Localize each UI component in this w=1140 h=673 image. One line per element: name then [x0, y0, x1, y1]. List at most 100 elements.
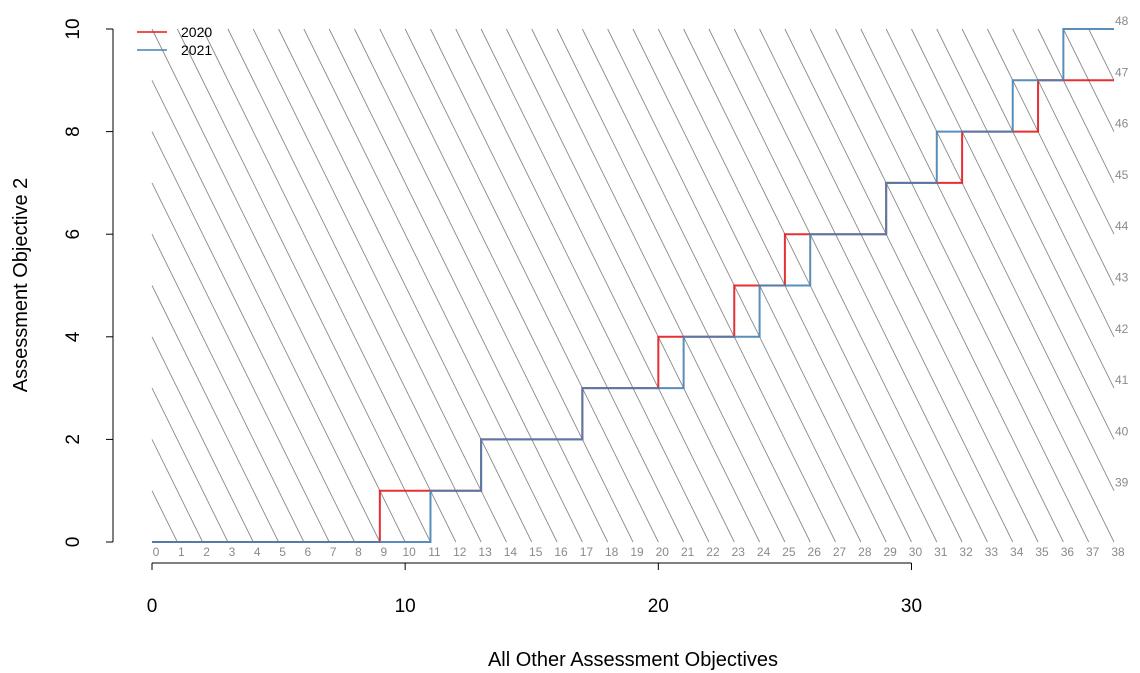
- total-label-bottom: 9: [380, 545, 387, 559]
- contour-line: [987, 28, 1115, 286]
- contour-line: [911, 28, 1115, 440]
- legend-label-2020: 2020: [181, 24, 212, 40]
- contour-line: [151, 28, 406, 543]
- total-label-bottom: 10: [402, 545, 416, 559]
- contour-line: [1012, 28, 1115, 235]
- contour-line: [303, 28, 558, 543]
- contour-line: [278, 28, 533, 543]
- total-label-bottom: 31: [934, 545, 948, 559]
- total-label-bottom: 1: [178, 545, 185, 559]
- series-line-2021: [152, 28, 1114, 543]
- total-label-bottom: 20: [656, 545, 670, 559]
- contour-line: [176, 28, 431, 543]
- y-tick-label: 8: [63, 126, 84, 137]
- contour-line: [556, 28, 811, 543]
- contour-line: [480, 28, 735, 543]
- total-score-contours: [151, 28, 1115, 543]
- x-tick-label: 20: [648, 596, 669, 617]
- y-tick-label: 6: [63, 229, 84, 240]
- total-label-right: 47: [1115, 65, 1129, 79]
- y-tick-label: 0: [63, 537, 84, 548]
- total-label-bottom: 25: [782, 545, 796, 559]
- contour-line: [379, 28, 634, 543]
- total-label-bottom: 4: [254, 545, 261, 559]
- total-label-bottom: 16: [554, 545, 568, 559]
- contour-line: [936, 28, 1115, 389]
- total-label-bottom: 14: [504, 545, 518, 559]
- contour-line: [227, 28, 482, 543]
- total-label-bottom: 5: [279, 545, 286, 559]
- total-label-right: 45: [1115, 168, 1129, 182]
- total-label-bottom: 7: [330, 545, 337, 559]
- contour-line: [151, 131, 355, 543]
- series-line-2020: [152, 79, 1114, 543]
- contour-line: [1088, 28, 1115, 81]
- contour-line: [733, 28, 988, 543]
- contour-line: [151, 387, 229, 543]
- contour-line: [809, 28, 1064, 543]
- total-label-bottom: 32: [959, 545, 973, 559]
- legend-label-2021: 2021: [181, 42, 212, 58]
- y-tick-label: 10: [63, 18, 84, 39]
- contour-line: [252, 28, 507, 543]
- x-axis-title: All Other Assessment Objectives: [488, 649, 778, 671]
- total-label-bottom: 36: [1061, 545, 1075, 559]
- contour-line: [202, 28, 457, 543]
- total-label-right: 39: [1115, 476, 1129, 490]
- y-axis-title: Assessment Objective 2: [10, 178, 32, 393]
- total-label-bottom: 11: [428, 545, 441, 559]
- contour-line: [961, 28, 1115, 337]
- total-label-bottom: 30: [909, 545, 923, 559]
- series-lines: [152, 28, 1114, 543]
- contour-line: [860, 28, 1115, 543]
- contour-line: [506, 28, 760, 543]
- total-label-right: 41: [1115, 373, 1129, 387]
- contour-line: [835, 28, 1090, 543]
- contour-line: [430, 28, 685, 543]
- contour-line: [455, 28, 710, 543]
- contour-line: [885, 28, 1115, 491]
- total-label-bottom: 2: [203, 545, 210, 559]
- total-label-right: 46: [1115, 117, 1129, 131]
- contour-line: [151, 336, 254, 543]
- total-label-bottom: 15: [529, 545, 543, 559]
- contour-line: [151, 490, 178, 543]
- total-label-bottom: 22: [706, 545, 720, 559]
- total-label-bottom: 26: [808, 545, 822, 559]
- total-label-bottom: 17: [580, 545, 594, 559]
- contour-line: [151, 182, 330, 543]
- contour-line: [354, 28, 609, 543]
- contour-line: [151, 80, 381, 543]
- total-label-bottom: 27: [833, 545, 847, 559]
- contour-line: [784, 28, 1039, 543]
- total-score-labels: 0 1 2 3 4 5 6 7 8 9 10 11 12 13 14 15 16 17 18 19 20 21 22 23 24…: [153, 14, 1129, 559]
- total-label-bottom: 29: [883, 545, 897, 559]
- contour-line: [328, 28, 583, 543]
- contour-line: [581, 28, 836, 543]
- legend: 2020 2021: [137, 24, 212, 58]
- total-label-bottom: 18: [605, 545, 619, 559]
- contour-line: [151, 285, 279, 543]
- x-tick-label: 30: [901, 596, 922, 617]
- contour-line: [404, 28, 659, 543]
- total-label-bottom: 35: [1035, 545, 1049, 559]
- total-label-bottom: 8: [355, 545, 362, 559]
- total-label-right: 48: [1115, 14, 1129, 28]
- total-label-bottom: 3: [229, 545, 236, 559]
- contour-line: [708, 28, 963, 543]
- total-label-bottom: 12: [453, 545, 467, 559]
- total-label-bottom: 37: [1086, 545, 1100, 559]
- contour-line: [1037, 28, 1115, 184]
- total-label-bottom: 33: [985, 545, 999, 559]
- total-label-right: 42: [1115, 322, 1129, 336]
- contour-line: [151, 439, 204, 543]
- y-tick-label: 4: [63, 331, 84, 342]
- y-tick-label: 2: [63, 434, 84, 445]
- x-tick-label: 0: [147, 596, 158, 617]
- total-label-right: 40: [1115, 424, 1129, 438]
- total-label-bottom: 0: [153, 545, 160, 559]
- x-tick-label: 10: [395, 596, 416, 617]
- total-label-bottom: 23: [732, 545, 746, 559]
